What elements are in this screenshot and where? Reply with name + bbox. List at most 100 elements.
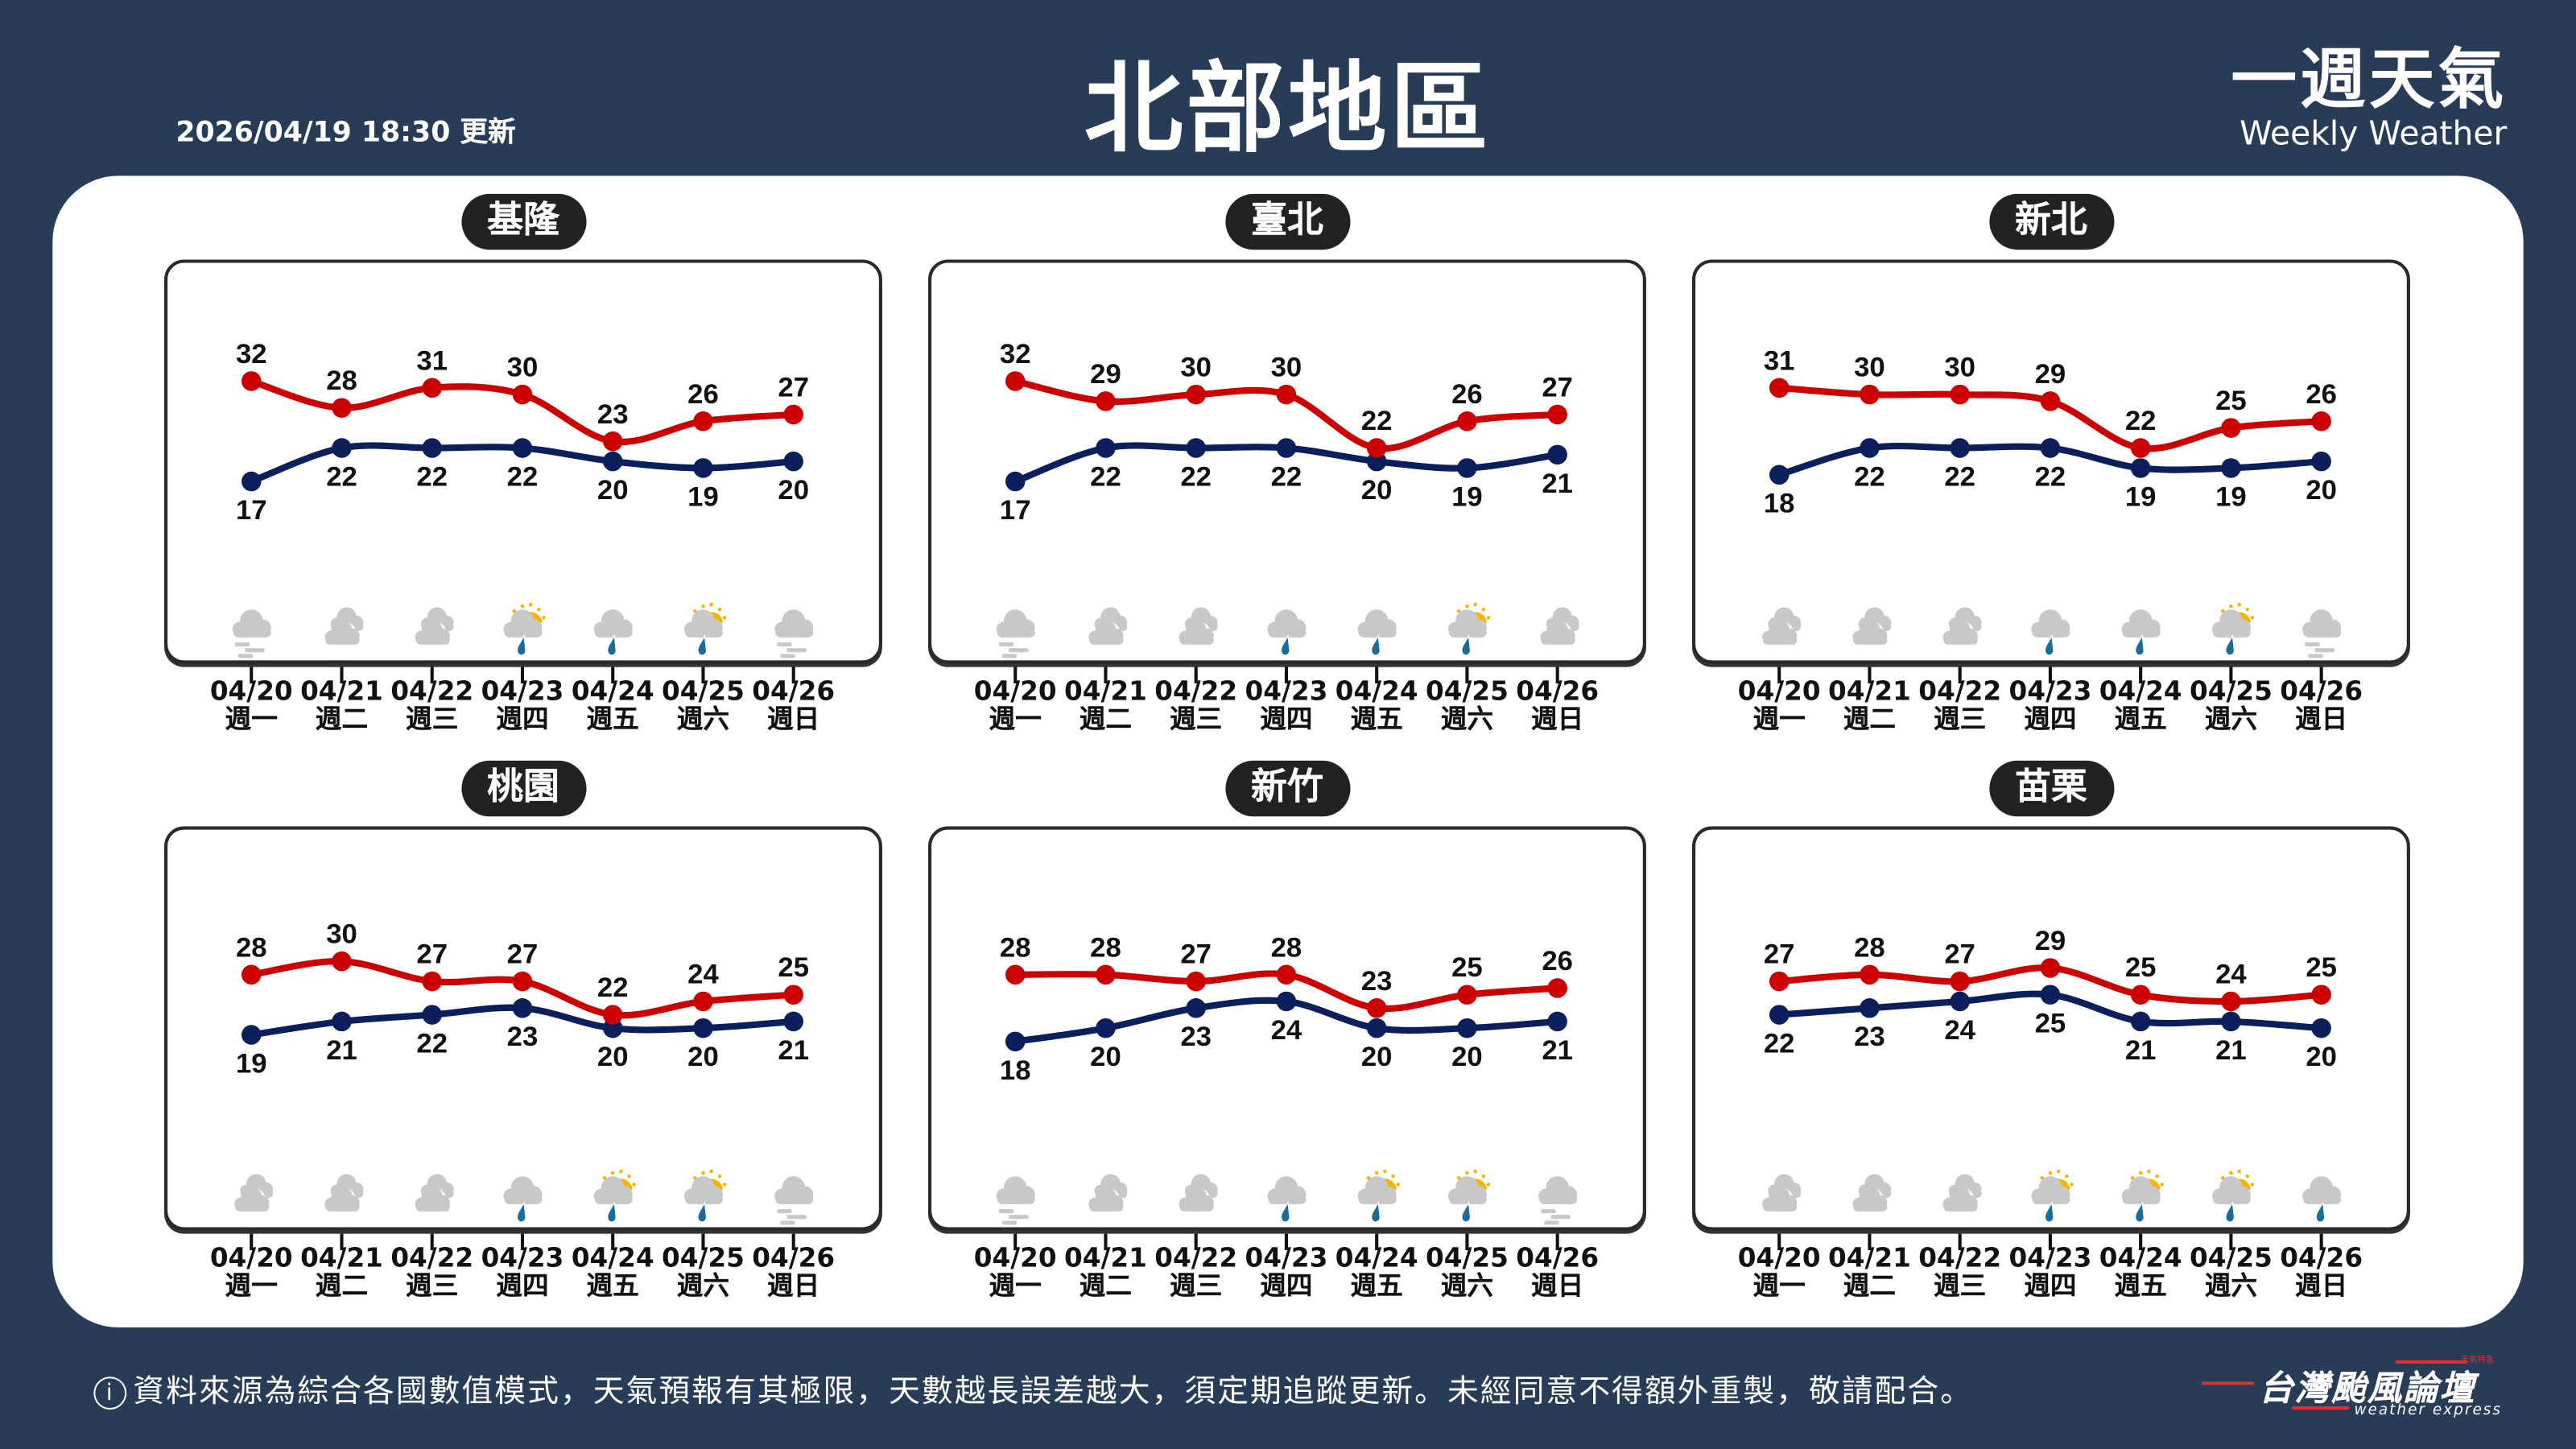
high-temp-point	[1860, 964, 1880, 985]
axis-tick	[791, 1233, 795, 1251]
disclaimer: 資料來源為綜合各國數值模式，天氣預報有其極限，天數越長誤差越大，須定期追蹤更新。…	[133, 1373, 1974, 1410]
high-temp-label: 25	[778, 952, 809, 983]
date-label: 04/21 週二	[292, 1244, 390, 1299]
low-temp-label: 20	[1361, 475, 1393, 506]
date: 04/26	[2280, 675, 2363, 707]
high-temp-point	[512, 384, 533, 405]
weekday: 週日	[1530, 1269, 1584, 1302]
high-temp-label: 23	[597, 399, 629, 430]
high-temp-point	[2040, 391, 2061, 411]
high-temp-point	[2130, 438, 2151, 458]
low-temp-label: 23	[1854, 1022, 1885, 1052]
date-label: 04/20 週一	[966, 677, 1064, 733]
high-temp-point	[422, 378, 442, 398]
low-temp-point	[1186, 438, 1206, 458]
date: 04/21	[1828, 675, 1911, 707]
temperature-chart: 17 22 22 22 20 19 20 32 28 31 30 23 26 27	[232, 339, 814, 658]
date: 04/25	[1426, 1241, 1509, 1274]
fog-cloud-icon	[774, 609, 814, 658]
low-temp-point	[422, 438, 442, 458]
high-temp-point	[1457, 411, 1477, 431]
rain-icon	[1267, 1176, 1307, 1223]
date: 04/20	[1737, 1241, 1821, 1274]
date-label: 04/25 週六	[2182, 1244, 2280, 1299]
weekday: 週四	[1260, 703, 1313, 735]
date-label: 04/20 週一	[1730, 677, 1828, 733]
high-temp-label: 25	[1451, 952, 1483, 983]
high-temp-label: 29	[1090, 359, 1121, 390]
low-temp-point	[2040, 438, 2061, 458]
weekday: 週三	[406, 1269, 459, 1302]
axis-tick	[1013, 1233, 1017, 1251]
axis-tick	[2229, 1233, 2232, 1251]
high-temp-label: 28	[236, 932, 267, 963]
weekday: 週四	[496, 703, 549, 735]
low-temp-label: 23	[507, 1022, 539, 1052]
high-temp-point	[332, 398, 352, 418]
date: 04/24	[571, 1241, 654, 1274]
weekday: 週四	[2024, 1269, 2077, 1302]
high-temp-point	[2221, 418, 2241, 438]
high-temp-label: 26	[1451, 379, 1483, 410]
cloudy-icon	[1540, 607, 1579, 648]
axis-tick	[1868, 1233, 1871, 1251]
low-temp-label: 22	[326, 461, 357, 492]
low-temp-point	[2311, 451, 2331, 472]
low-temp-label: 19	[1451, 481, 1483, 512]
date: 04/21	[300, 1241, 383, 1274]
high-temp-label: 27	[416, 939, 448, 970]
fog-cloud-icon	[996, 609, 1035, 658]
axis-tick	[701, 1233, 704, 1251]
weekday: 週二	[1843, 703, 1897, 735]
date-label: 04/24 週五	[2091, 1244, 2190, 1299]
low-temp-label: 24	[1271, 1015, 1302, 1046]
axis-tick	[1555, 667, 1558, 683]
date-label: 04/26 週日	[744, 677, 842, 733]
date: 04/22	[1918, 1241, 2002, 1274]
low-temp-point	[332, 438, 352, 458]
weekday: 週一	[989, 703, 1042, 735]
date: 04/25	[662, 675, 745, 707]
date: 04/26	[2280, 1241, 2363, 1274]
high-temp-label: 25	[2215, 386, 2247, 416]
weekday: 週日	[767, 1269, 820, 1302]
cloudy-icon	[415, 607, 454, 648]
fog-cloud-icon	[1538, 1176, 1578, 1225]
date-label: 04/23 週四	[473, 677, 572, 733]
high-temp-point	[1950, 971, 1970, 992]
date-label: 04/26 週日	[1508, 1244, 1606, 1299]
axis-tick	[1375, 667, 1378, 683]
cloudy-icon	[324, 607, 364, 648]
axis-tick	[1375, 1233, 1378, 1251]
low-temp-label: 21	[2125, 1035, 2157, 1066]
high-temp-label: 31	[416, 345, 448, 376]
date: 04/23	[1245, 675, 1328, 707]
high-temp-label: 27	[1542, 373, 1573, 403]
high-temp-point	[1005, 371, 1026, 391]
brand: 一週天氣 Weekly Weather	[2231, 46, 2507, 151]
low-temp-label: 20	[1361, 1042, 1393, 1072]
sun-rain-icon	[2211, 1169, 2255, 1223]
high-temp-label: 25	[2306, 952, 2337, 983]
forecast-panel: 17 22 22 22 20 19 20 32 28 31 30 23 26 27	[164, 259, 882, 664]
low-temp-label: 21	[1542, 469, 1573, 499]
cloudy-icon	[415, 1174, 454, 1215]
temperature-chart: 18 20 23 24 20 20 21 28 28 27 28 23 25 26	[996, 932, 1578, 1225]
low-temp-point	[693, 1018, 713, 1038]
low-temp-label: 17	[236, 495, 267, 526]
city-name: 桃園	[460, 760, 586, 817]
low-temp-label: 18	[1000, 1055, 1031, 1086]
weekday: 週五	[2114, 703, 2167, 735]
low-temp-label: 20	[597, 475, 629, 506]
cloudy-icon	[324, 1174, 364, 1215]
weekday: 週四	[496, 1269, 549, 1302]
axis-tick	[340, 1233, 343, 1251]
forecast-panel: 18 22 22 22 19 19 20 31 30 30 29 22 25 26	[1692, 259, 2410, 664]
cloudy-icon	[1088, 607, 1128, 648]
high-temp-point	[693, 991, 713, 1012]
logo-text: 台灣颱風論壇	[2259, 1368, 2476, 1408]
high-temp-point	[1950, 384, 1970, 405]
low-temp-label: 25	[2035, 1009, 2066, 1039]
high-temp-point	[241, 371, 262, 391]
